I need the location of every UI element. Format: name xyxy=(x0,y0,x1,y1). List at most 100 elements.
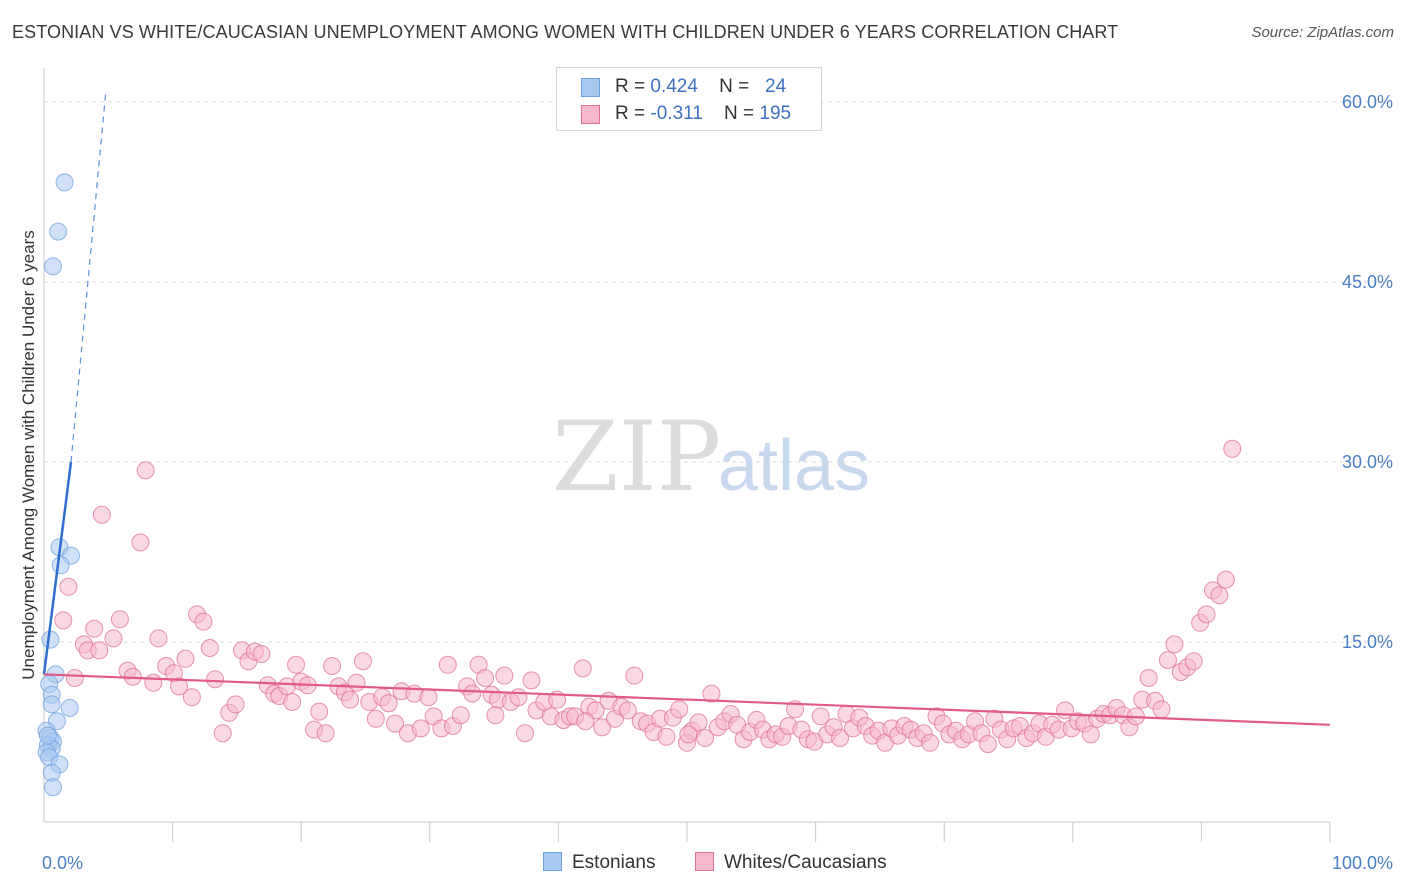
legend-swatch-whites xyxy=(581,105,600,124)
trend-estonians xyxy=(42,461,73,675)
point-estonians xyxy=(60,699,79,717)
point-whites xyxy=(419,688,438,707)
point-whites xyxy=(353,652,372,671)
trend-estonians-extension xyxy=(70,92,107,463)
point-whites xyxy=(522,671,541,690)
point-whites xyxy=(252,645,271,663)
point-whites xyxy=(85,619,104,638)
point-whites xyxy=(463,684,482,703)
point-whites xyxy=(1216,570,1235,589)
point-estonians xyxy=(51,556,70,575)
legend-n-value-whites: 195 xyxy=(759,103,792,124)
point-whites xyxy=(366,709,385,728)
point-whites xyxy=(379,694,398,713)
point-whites xyxy=(1165,635,1184,654)
point-whites xyxy=(576,712,595,731)
point-whites xyxy=(1197,605,1216,624)
point-whites xyxy=(978,735,997,753)
point-whites xyxy=(104,629,123,648)
legend-n-label: N = xyxy=(719,76,750,97)
point-whites xyxy=(625,666,644,685)
point-whites xyxy=(670,700,689,719)
source-label: Source: ZipAtlas.com xyxy=(1251,24,1394,41)
point-whites xyxy=(573,659,592,678)
legend-r-label: R = xyxy=(615,103,646,124)
point-whites xyxy=(1158,651,1177,669)
point-whites xyxy=(451,706,470,725)
point-whites xyxy=(689,713,708,732)
point-whites xyxy=(811,707,830,726)
bottom-legend-label-estonians: Estonians xyxy=(572,852,656,873)
point-whites xyxy=(65,669,84,687)
point-whites xyxy=(618,701,637,720)
point-whites xyxy=(310,702,329,721)
bottom-legend-swatch-estonians xyxy=(543,852,562,871)
point-whites xyxy=(679,725,698,744)
point-whites xyxy=(1184,652,1203,671)
point-whites xyxy=(200,639,219,657)
point-whites xyxy=(1081,725,1100,744)
point-whites xyxy=(213,724,232,743)
point-whites xyxy=(110,610,129,629)
point-estonians xyxy=(49,222,68,241)
legend-n-label: N = xyxy=(723,103,755,124)
grid-lines xyxy=(44,101,1394,643)
legend-r-label: R = xyxy=(615,76,646,97)
point-whites xyxy=(831,729,850,747)
point-whites xyxy=(283,693,302,711)
point-whites xyxy=(438,655,457,674)
point-whites xyxy=(316,724,335,743)
trend-lines xyxy=(42,92,1331,726)
point-whites xyxy=(921,733,940,752)
point-whites xyxy=(149,629,168,648)
bottom-legend-swatch-whites xyxy=(695,852,714,871)
point-whites xyxy=(182,688,201,707)
x-tick-label-min: 0.0% xyxy=(42,853,83,873)
point-whites xyxy=(194,612,213,631)
point-whites xyxy=(593,718,612,737)
point-whites xyxy=(411,719,430,738)
point-whites xyxy=(90,641,109,660)
point-estonians xyxy=(55,173,74,192)
legend-r-value-estonians: 0.424 xyxy=(650,76,698,97)
point-whites xyxy=(1210,586,1229,605)
point-estonians xyxy=(42,695,61,714)
bottom-legend-whites: Whites/Caucasians xyxy=(695,852,887,874)
y-tick-label: 30.0% xyxy=(1342,452,1393,472)
point-whites xyxy=(702,684,721,703)
series-estonians-points xyxy=(37,173,81,797)
correlation-legend: R = 0.424 N = 24 R = -0.311 N = 195 xyxy=(556,67,822,131)
point-whites xyxy=(92,505,111,524)
watermark-atlas: atlas xyxy=(718,426,870,506)
point-whites xyxy=(59,577,78,596)
point-whites xyxy=(1152,700,1171,719)
point-estonians xyxy=(44,257,63,276)
point-whites xyxy=(515,724,534,743)
point-whites xyxy=(170,677,189,696)
watermark-zip: ZIP xyxy=(552,401,721,513)
bottom-legend-label-whites: Whites/Caucasians xyxy=(724,852,887,873)
point-whites xyxy=(1223,439,1242,458)
legend-swatch-estonians xyxy=(581,78,600,97)
chart-title: ESTONIAN VS WHITE/CAUCASIAN UNEMPLOYMENT… xyxy=(12,22,1119,42)
point-whites xyxy=(486,706,505,725)
point-whites xyxy=(136,461,155,480)
legend-n-value-estonians: 24 xyxy=(765,76,787,97)
point-whites xyxy=(323,657,342,675)
y-axis-label: Unemployment Among Women with Children U… xyxy=(19,230,38,679)
point-whites xyxy=(176,649,195,668)
point-estonians xyxy=(38,726,57,745)
point-whites xyxy=(144,673,163,692)
point-whites xyxy=(657,727,676,746)
point-whites xyxy=(54,611,73,630)
point-whites xyxy=(386,714,405,733)
trend-whites xyxy=(43,673,1331,726)
series-whites-points xyxy=(54,439,1242,753)
point-whites xyxy=(206,670,225,689)
y-tick-label: 15.0% xyxy=(1342,632,1393,652)
point-whites xyxy=(476,669,495,687)
point-whites xyxy=(287,655,306,674)
point-whites xyxy=(495,666,514,685)
x-tick-label-max: 100.0% xyxy=(1332,853,1393,873)
